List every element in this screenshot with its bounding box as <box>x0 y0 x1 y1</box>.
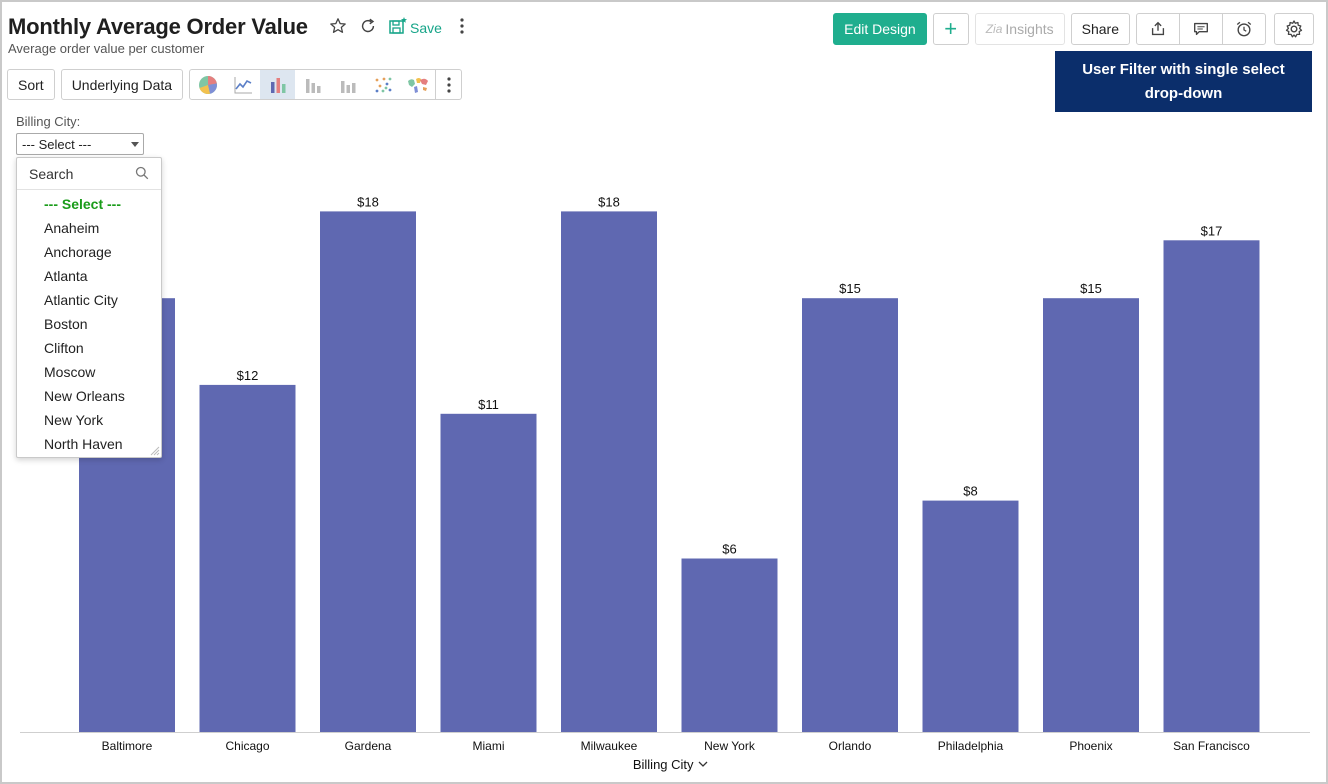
x-tick-label: Baltimore <box>102 739 153 753</box>
data-label: $15 <box>1080 281 1102 296</box>
filter-selected-value: --- Select --- <box>22 136 92 152</box>
x-tick-label: Phoenix <box>1069 739 1112 753</box>
bar-phoenix[interactable] <box>1043 298 1139 732</box>
alarm-clock-icon <box>1236 21 1252 37</box>
schedule-button[interactable] <box>1222 13 1266 45</box>
data-label: $12 <box>237 368 259 383</box>
data-label: $18 <box>598 194 620 209</box>
data-label: $11 <box>478 397 499 412</box>
dropdown-option[interactable]: Atlanta <box>44 268 88 284</box>
gear-icon <box>1285 20 1303 38</box>
data-label: $18 <box>357 194 379 209</box>
dropdown-option[interactable]: Boston <box>44 316 88 332</box>
dropdown-option[interactable]: New York <box>44 412 104 428</box>
bar-orlando[interactable] <box>802 298 898 732</box>
data-label: $8 <box>963 484 977 499</box>
bar-miami[interactable] <box>440 413 537 732</box>
export-icon <box>1151 21 1165 36</box>
edit-design-button[interactable]: Edit Design <box>833 13 927 45</box>
page-subtitle: Average order value per customer <box>8 41 205 56</box>
resize-handle-icon[interactable] <box>148 444 160 456</box>
more-options-icon[interactable] <box>452 16 472 36</box>
more-chart-types-icon[interactable] <box>435 70 461 99</box>
x-tick-label: Miami <box>473 739 505 753</box>
pie-chart-icon[interactable] <box>190 70 225 99</box>
settings-button[interactable] <box>1274 13 1314 45</box>
add-button[interactable]: + <box>932 13 969 45</box>
data-label: $17 <box>1201 223 1223 238</box>
annotation-callout: User Filter with single select drop-down <box>1055 51 1312 112</box>
x-axis-title[interactable]: Billing City <box>0 757 1328 772</box>
dropdown-option[interactable]: --- Select --- <box>44 196 121 212</box>
page-title: Monthly Average Order Value <box>8 14 308 39</box>
search-icon <box>135 166 149 180</box>
star-icon[interactable] <box>328 16 348 36</box>
x-tick-label: Chicago <box>225 739 269 753</box>
chart-type-switcher <box>189 69 463 100</box>
bar-philadelphia[interactable] <box>922 500 1019 732</box>
x-tick-label: Gardena <box>345 739 392 753</box>
x-tick-label: New York <box>704 739 756 753</box>
x-tick-label: Orlando <box>829 739 872 753</box>
insights-button[interactable]: Zia Insights <box>974 13 1065 45</box>
billing-city-dropdown: Search --- Select --- Anaheim Anchorage Atl… <box>16 157 162 458</box>
bar-chicago[interactable] <box>199 384 296 732</box>
data-label: $6 <box>722 542 736 557</box>
scatter-icon[interactable] <box>365 70 400 99</box>
report-toolbar: Sort Underlying Data <box>7 69 463 100</box>
dropdown-option[interactable]: Anchorage <box>44 244 112 260</box>
bar-san-francisco[interactable] <box>1163 240 1260 733</box>
comment-icon <box>1194 22 1208 36</box>
sort-button[interactable]: Sort <box>7 69 55 100</box>
dropdown-option[interactable]: Anaheim <box>44 220 100 236</box>
comment-button[interactable] <box>1179 13 1223 45</box>
zia-icon: Zia <box>985 22 1003 36</box>
bar-chart-icon[interactable] <box>260 70 296 99</box>
dropdown-option[interactable]: Atlantic City <box>44 292 118 308</box>
export-button[interactable] <box>1136 13 1180 45</box>
search-placeholder: Search <box>29 165 74 182</box>
x-tick-label: Philadelphia <box>938 739 1004 753</box>
grouped-bar-icon[interactable] <box>330 70 365 99</box>
x-tick-label: San Francisco <box>1173 739 1250 753</box>
chevron-down-icon <box>698 761 708 767</box>
header-actions: Edit Design + Zia Insights Share <box>833 13 1314 45</box>
data-label: $15 <box>839 281 861 296</box>
dropdown-option[interactable]: Clifton <box>44 340 84 356</box>
caret-down-icon <box>131 142 139 147</box>
dropdown-search-input[interactable]: Search <box>17 158 161 190</box>
share-button[interactable]: Share <box>1070 13 1130 45</box>
bar-new-york[interactable] <box>681 558 778 733</box>
save-label: Save <box>410 20 442 36</box>
bar-milwaukee[interactable] <box>561 211 657 732</box>
dropdown-options: --- Select --- Anaheim Anchorage Atlanta Atl… <box>17 190 161 456</box>
map-icon[interactable] <box>400 70 435 99</box>
bar-gardena[interactable] <box>320 211 416 732</box>
billing-city-select[interactable]: --- Select --- <box>16 133 144 155</box>
title-actions: Save <box>328 16 472 36</box>
x-axis-title-label: Billing City <box>632 757 694 772</box>
dropdown-option[interactable]: Moscow <box>44 364 96 380</box>
dropdown-option[interactable]: New Orleans <box>44 388 125 404</box>
insights-label: Insights <box>1005 21 1054 37</box>
header-icon-group <box>1136 13 1266 45</box>
x-tick-label: Milwaukee <box>581 739 638 753</box>
underlying-data-button[interactable]: Underlying Data <box>60 69 184 100</box>
line-chart-icon[interactable] <box>225 70 260 99</box>
stacked-bar-icon[interactable] <box>295 70 330 99</box>
save-icon <box>389 17 407 34</box>
filter-label: Billing City: <box>16 114 81 129</box>
save-button[interactable]: Save <box>388 16 442 36</box>
refresh-icon[interactable] <box>358 16 378 36</box>
dropdown-option[interactable]: North Haven <box>44 436 123 452</box>
